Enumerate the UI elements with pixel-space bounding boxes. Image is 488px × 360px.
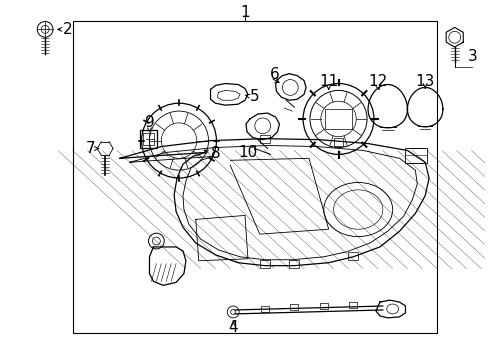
Bar <box>73 21 436 333</box>
Text: 12: 12 <box>367 74 387 89</box>
Text: 7: 7 <box>85 141 95 156</box>
Bar <box>259 260 269 267</box>
Text: 3: 3 <box>467 49 476 64</box>
Bar <box>142 133 154 145</box>
Text: 9: 9 <box>144 116 154 130</box>
Text: 5: 5 <box>249 89 259 104</box>
Bar <box>348 302 357 308</box>
Text: 13: 13 <box>415 74 434 89</box>
Text: 1: 1 <box>240 5 249 20</box>
Bar <box>333 138 343 145</box>
Bar <box>289 260 299 267</box>
Text: 6: 6 <box>269 67 279 82</box>
Bar <box>324 109 351 129</box>
Bar <box>319 303 327 309</box>
Bar <box>347 252 358 260</box>
Bar <box>259 135 269 143</box>
Text: 11: 11 <box>318 74 338 89</box>
Text: 8: 8 <box>210 146 220 161</box>
Text: 10: 10 <box>238 145 257 160</box>
Bar <box>260 306 268 312</box>
Bar <box>290 304 298 310</box>
Bar <box>405 148 426 163</box>
Text: 2: 2 <box>63 22 72 37</box>
Bar <box>140 130 157 148</box>
Text: 4: 4 <box>228 320 238 335</box>
